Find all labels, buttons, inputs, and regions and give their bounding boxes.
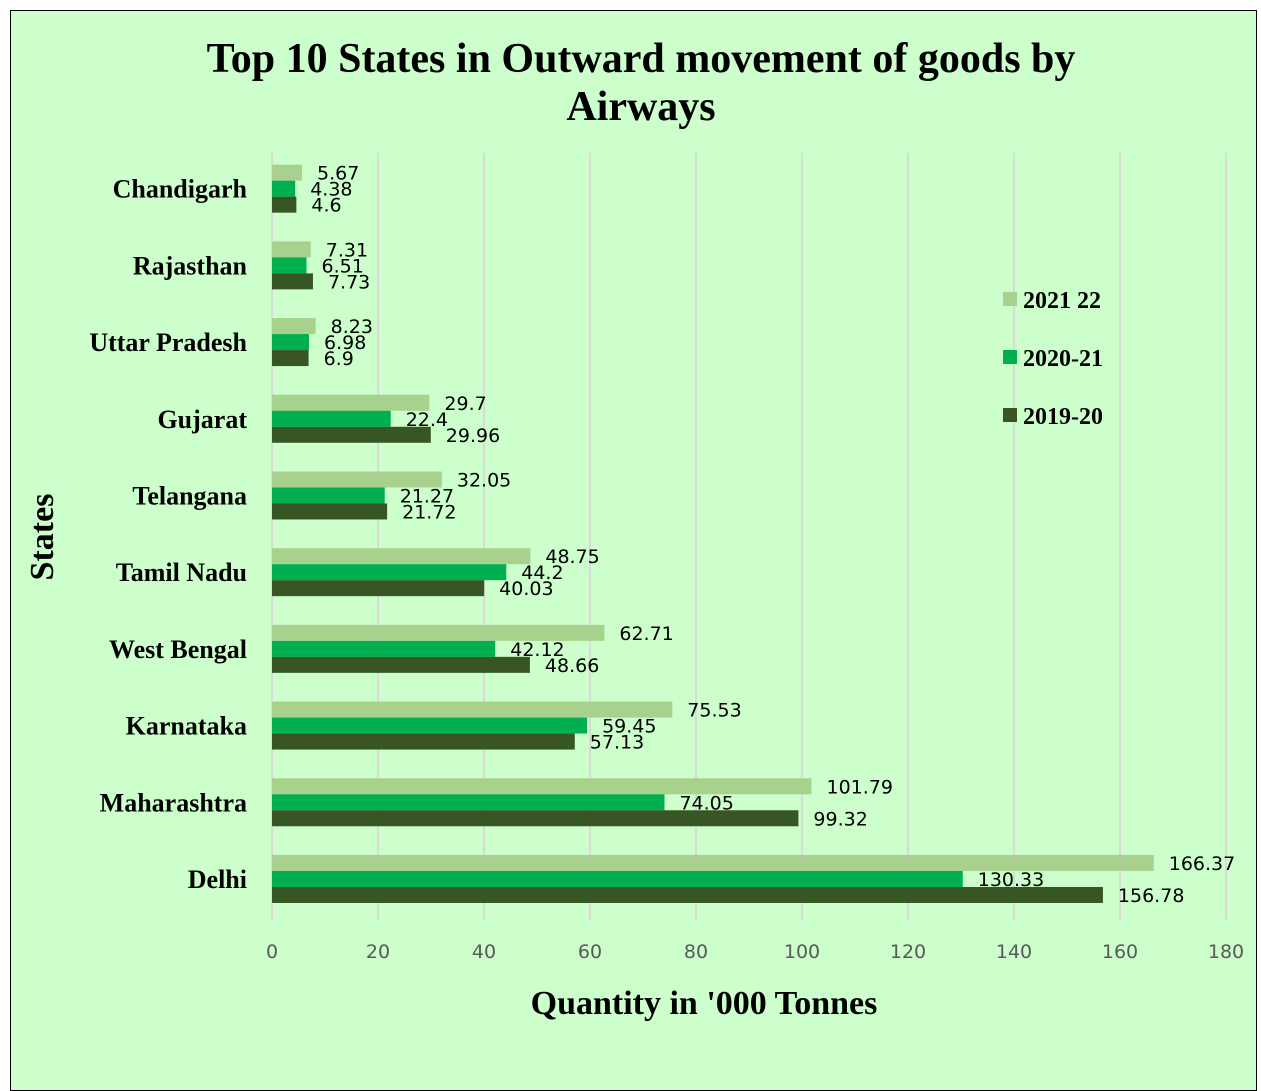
- category-label: Gujarat: [157, 405, 247, 434]
- data-label: 166.37: [1169, 853, 1235, 875]
- x-tick-label: 160: [1102, 941, 1138, 963]
- data-label: 7.31: [326, 239, 368, 261]
- chart-title-line2: Airways: [566, 84, 715, 130]
- bar: [272, 410, 391, 427]
- data-label: 44.2: [521, 562, 563, 584]
- data-label: 21.72: [402, 501, 456, 523]
- data-label: 57.13: [590, 732, 644, 754]
- data-labels: 5.674.384.6 7.316.517.73 8.236.986.9 29.722…: [310, 163, 1235, 907]
- x-axis-title: Quantity in '000 Tonnes: [531, 985, 878, 1022]
- legend-swatch: [1003, 292, 1017, 306]
- data-label: 22.4: [406, 409, 448, 431]
- legend-swatch: [1003, 408, 1017, 422]
- category-label: Karnataka: [126, 712, 247, 741]
- bar: [272, 870, 963, 887]
- bar: [272, 624, 605, 641]
- bar: [272, 394, 430, 411]
- category-label: Rajasthan: [133, 251, 248, 280]
- bar: [272, 164, 303, 181]
- data-label: 75.53: [687, 700, 741, 722]
- bar: [272, 426, 431, 443]
- bar: [272, 640, 496, 657]
- bar: [272, 350, 309, 367]
- legend-label: 2021 22: [1023, 288, 1101, 314]
- legend: 2021 22 2020-21 2019-20: [1003, 288, 1103, 430]
- bar: [272, 196, 297, 213]
- data-label: 6.51: [322, 255, 364, 277]
- data-label: 48.66: [545, 655, 599, 677]
- data-label: 59.45: [602, 716, 656, 738]
- bar: [272, 487, 385, 504]
- chart-frame: [10, 10, 1257, 1091]
- bars: [272, 164, 1154, 903]
- data-label: 5.67: [317, 163, 359, 185]
- bar: [272, 503, 388, 520]
- chart-title-line1: Top 10 States in Outward movement of goo…: [207, 36, 1076, 82]
- x-tick-label: 100: [784, 941, 820, 963]
- category-labels: Chandigarh Rajasthan Uttar Pradesh Gujarat T…: [89, 175, 247, 894]
- x-tick-label: 40: [472, 941, 496, 963]
- bar: [272, 257, 307, 274]
- bar: [272, 471, 442, 488]
- data-label: 6.98: [324, 332, 366, 354]
- bar: [272, 564, 507, 581]
- legend-label: 2019-20: [1023, 404, 1103, 430]
- x-tick-label: 80: [684, 941, 708, 963]
- bar: [272, 717, 588, 734]
- bar: [272, 854, 1154, 871]
- data-label: 48.75: [545, 546, 599, 568]
- bar: [272, 180, 296, 197]
- legend-label: 2020-21: [1023, 346, 1103, 372]
- data-label: 40.03: [499, 578, 553, 600]
- data-label: 6.9: [324, 348, 354, 370]
- category-label: Telangana: [132, 481, 247, 510]
- category-label: Chandigarh: [113, 175, 248, 204]
- bar: [272, 656, 530, 673]
- data-label: 156.78: [1118, 885, 1184, 907]
- x-tick-label: 20: [366, 941, 390, 963]
- x-tick-label: 140: [996, 941, 1032, 963]
- data-label: 21.27: [400, 485, 454, 507]
- data-label: 42.12: [510, 639, 564, 661]
- data-label: 8.23: [331, 316, 373, 338]
- bar: [272, 334, 309, 351]
- legend-swatch: [1003, 350, 1017, 364]
- data-label: 29.96: [446, 425, 500, 447]
- category-label: Delhi: [188, 865, 247, 894]
- x-tick-label: 0: [266, 941, 278, 963]
- category-label: Tamil Nadu: [116, 558, 247, 587]
- bar: [272, 886, 1103, 903]
- bar: [272, 580, 485, 597]
- x-tick-label: 180: [1208, 941, 1244, 963]
- x-tick-label: 120: [890, 941, 926, 963]
- bar: [272, 701, 673, 718]
- bar: [272, 548, 531, 565]
- y-axis-title: States: [24, 494, 61, 581]
- x-tick-labels: 0 20 40 60 80 100 120 140 160 180: [266, 941, 1244, 963]
- data-label: 4.38: [310, 179, 352, 201]
- bar: [272, 778, 812, 795]
- data-label: 32.05: [457, 469, 511, 491]
- category-label: West Bengal: [109, 635, 247, 664]
- bar: [272, 810, 799, 827]
- data-label: 74.05: [679, 792, 733, 814]
- data-label: 7.73: [328, 271, 370, 293]
- bar: [272, 241, 311, 258]
- data-label: 99.32: [813, 808, 867, 830]
- bar: [272, 794, 665, 811]
- category-label: Uttar Pradesh: [89, 328, 247, 357]
- category-label: Maharashtra: [100, 788, 247, 817]
- data-label: 101.79: [826, 776, 892, 798]
- data-label: 29.7: [444, 393, 486, 415]
- data-label: 130.33: [978, 869, 1044, 891]
- x-tick-label: 60: [578, 941, 602, 963]
- bar: [272, 273, 313, 290]
- data-label: 4.6: [311, 195, 341, 217]
- bar: [272, 318, 316, 335]
- data-label: 62.71: [619, 623, 673, 645]
- bar: [272, 733, 575, 750]
